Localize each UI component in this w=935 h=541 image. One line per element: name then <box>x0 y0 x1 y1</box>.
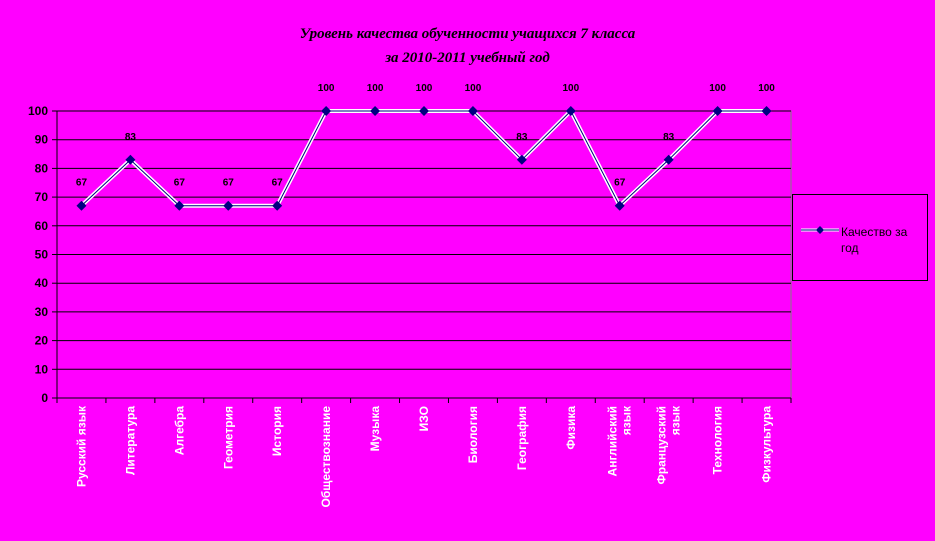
x-tick-label: Биология <box>466 406 480 463</box>
legend-marker-icon <box>801 226 839 234</box>
data-label: 83 <box>663 132 675 143</box>
data-label: 100 <box>416 83 433 94</box>
data-label: 67 <box>272 178 284 189</box>
data-point <box>516 154 527 165</box>
chart-title: Уровень качества обученности учащихся 7 … <box>299 26 636 42</box>
data-label: 100 <box>709 83 726 94</box>
y-tick-label: 70 <box>35 190 49 204</box>
y-tick-label: 50 <box>35 248 49 262</box>
chart-subtitle: за 2010-2011 учебный год <box>385 50 550 66</box>
y-tick-label: 10 <box>35 362 49 376</box>
data-point <box>174 200 185 211</box>
data-label: 100 <box>367 83 384 94</box>
x-tick-label: Геометрия <box>221 406 235 469</box>
legend: Качество за год <box>792 194 928 281</box>
data-point <box>761 106 772 116</box>
data-point <box>565 106 576 116</box>
data-point <box>712 106 723 116</box>
y-tick-label: 0 <box>41 391 48 405</box>
data-point <box>467 106 478 116</box>
data-point <box>223 200 234 211</box>
series-line-stroke <box>81 110 767 207</box>
x-tick-label: Физика <box>564 406 578 450</box>
data-label: 67 <box>174 178 186 189</box>
series-line-halo <box>80 107 767 209</box>
y-tick-label: 90 <box>35 133 49 147</box>
y-tick-label: 20 <box>35 334 49 348</box>
y-tick-label: 100 <box>28 104 48 118</box>
x-tick-label: Алгебра <box>172 406 186 456</box>
x-tick-label: Русский язык <box>74 405 88 487</box>
y-tick-label: 60 <box>35 219 49 233</box>
data-label: 83 <box>125 132 137 143</box>
data-point <box>663 154 674 165</box>
x-tick-label: Технология <box>711 406 725 474</box>
data-label: 67 <box>76 178 88 189</box>
data-label: 100 <box>562 83 579 94</box>
x-tick-label: География <box>515 406 529 470</box>
y-tick-label: 40 <box>35 276 49 290</box>
data-point <box>321 106 332 116</box>
data-point <box>272 200 283 211</box>
data-point <box>419 106 429 116</box>
data-point <box>76 200 87 211</box>
data-label: 83 <box>516 132 528 143</box>
x-tick-label: Французскийязык <box>655 405 683 484</box>
x-tick-label: Музыка <box>368 406 382 452</box>
data-label: 100 <box>758 83 775 94</box>
x-tick-label: Обществознание <box>319 406 333 508</box>
axes: 0 10 20 30 40 50 60 70 80 90 100 Русский язык Литера… <box>28 104 792 508</box>
y-tick-label: 30 <box>35 305 49 319</box>
series-line <box>76 106 772 211</box>
data-label: 100 <box>318 83 335 94</box>
gridlines <box>56 110 792 399</box>
data-label: 67 <box>614 178 626 189</box>
data-point <box>370 106 381 116</box>
legend-label: Качество за год <box>841 225 908 255</box>
x-tick-label: ИЗО <box>417 406 431 431</box>
data-point <box>125 154 136 165</box>
data-point <box>614 200 625 211</box>
data-label: 100 <box>465 83 482 94</box>
data-label: 67 <box>223 178 235 189</box>
data-labels: 67 83 67 67 67 100 100 100 100 83 100 67 83 100 100 <box>76 83 775 189</box>
x-tick-label: Литература <box>123 406 137 475</box>
x-tick-label: Английскийязык <box>606 405 634 476</box>
x-tick-label: Физкультура <box>760 406 774 483</box>
y-tick-label: 80 <box>35 161 49 175</box>
x-tick-label: История <box>270 406 284 456</box>
